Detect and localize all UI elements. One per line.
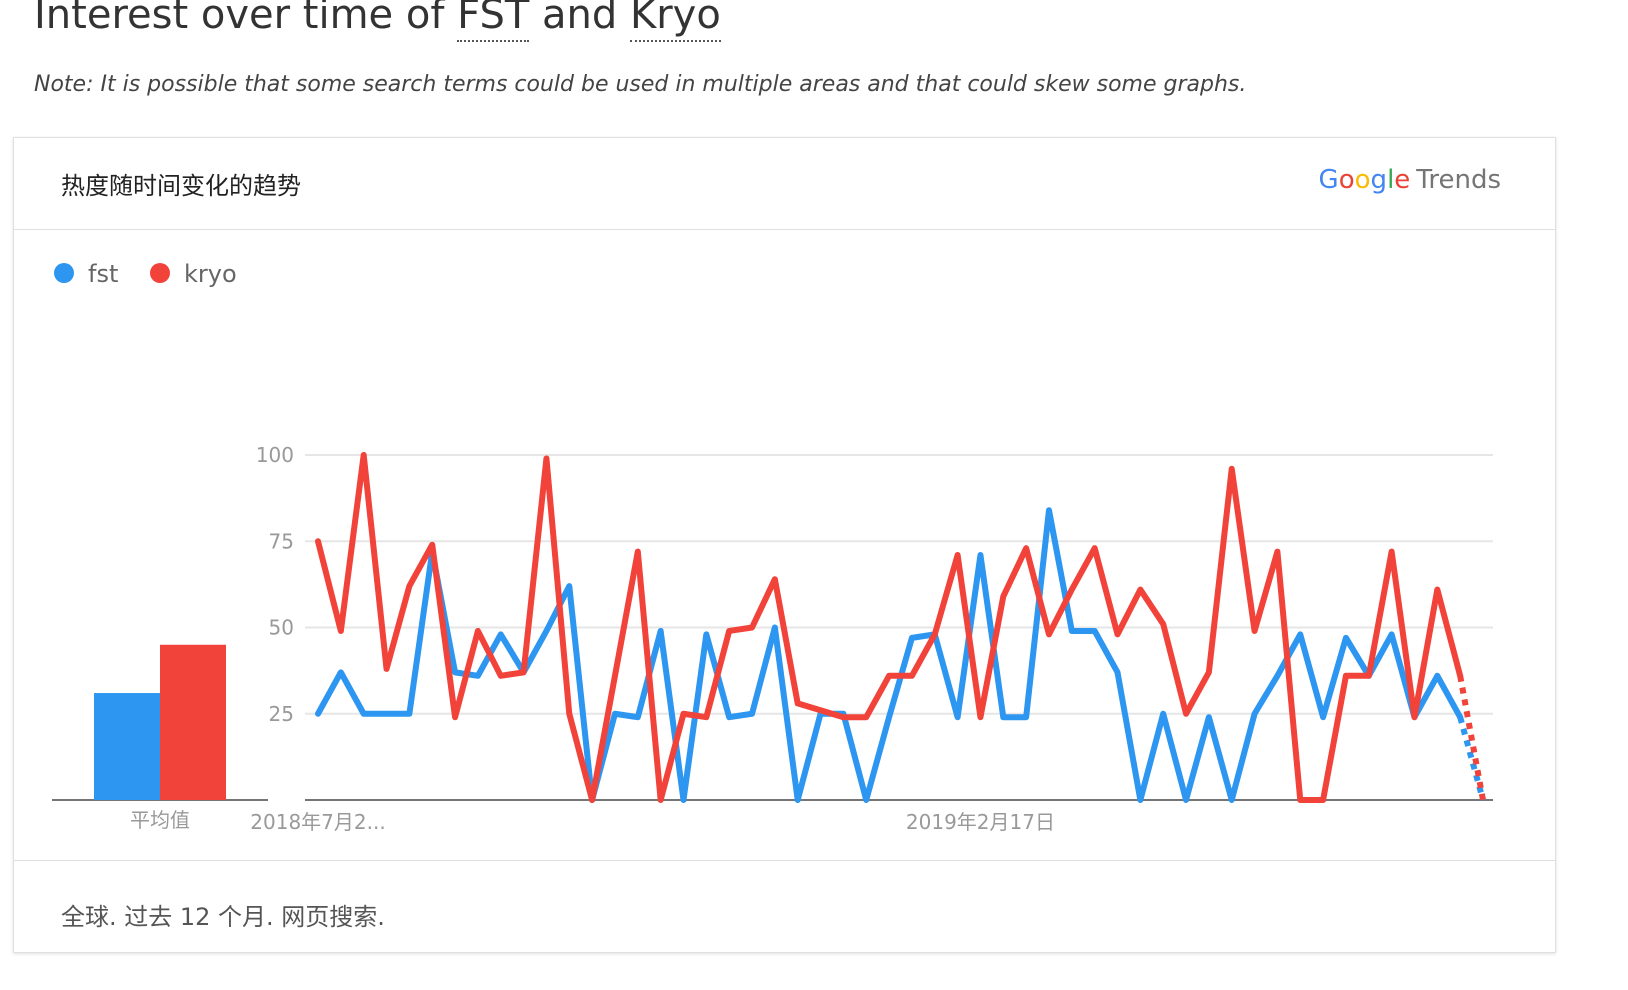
average-bar-kryo xyxy=(160,644,226,800)
note-text: Note: It is possible that some search te… xyxy=(34,72,1247,97)
logo-letter: o xyxy=(1354,165,1371,195)
series-line-fst xyxy=(315,507,1464,803)
series-projection-kryo xyxy=(1457,675,1486,801)
heading-and: and xyxy=(542,0,618,38)
logo-trends-word: Trends xyxy=(1416,165,1501,195)
y-tick-label: 75 xyxy=(269,529,294,553)
average-bars xyxy=(52,644,268,801)
footer-text: 全球. 过去 12 个月. 网页搜索. xyxy=(61,903,385,931)
term-fst-link[interactable]: FST xyxy=(457,0,530,42)
legend: fst kryo xyxy=(54,260,237,288)
legend-label-kryo: kryo xyxy=(184,260,237,288)
logo-letter: G xyxy=(1318,165,1339,195)
logo-letter: o xyxy=(1338,165,1355,195)
term-kryo-link[interactable]: Kryo xyxy=(629,0,721,42)
x-tick-label: 2019年2月17日 xyxy=(906,810,1055,834)
logo-letter: l xyxy=(1387,165,1395,195)
average-bar-fst xyxy=(94,693,160,800)
average-label: 平均值 xyxy=(130,808,190,832)
series-line-kryo xyxy=(315,452,1464,803)
google-trends-logo[interactable]: Google Trends xyxy=(1319,165,1501,195)
y-tick-label: 50 xyxy=(269,616,294,640)
legend-label-fst: fst xyxy=(88,260,118,288)
logo-letter: e xyxy=(1394,165,1411,195)
page-heading: Interest over time of FST and Kryo xyxy=(34,0,721,42)
heading-prefix: Interest over time of xyxy=(34,0,445,38)
series-lines xyxy=(315,452,1486,803)
logo-letter: g xyxy=(1370,165,1388,195)
x-tick-label: 2018年7月2... xyxy=(250,810,385,834)
card-header: 热度随时间变化的趋势 Google Trends xyxy=(14,138,1555,230)
y-tick-label: 100 xyxy=(256,443,294,467)
card-footer: 全球. 过去 12 个月. 网页搜索. xyxy=(14,860,1555,952)
legend-dot-kryo xyxy=(150,263,170,283)
axis-labels: 25 50 75 100 2018年7月2... 2019年2月17日 平均值 xyxy=(130,443,1055,834)
y-tick-label: 25 xyxy=(269,702,294,726)
legend-dot-fst xyxy=(54,263,74,283)
card-title: 热度随时间变化的趋势 xyxy=(61,172,301,200)
grid-layer xyxy=(305,454,1493,801)
trends-card: 热度随时间变化的趋势 Google Trends 全球. 过去 12 个月. 网页… xyxy=(13,137,1556,953)
series-projection-fst xyxy=(1457,716,1486,801)
